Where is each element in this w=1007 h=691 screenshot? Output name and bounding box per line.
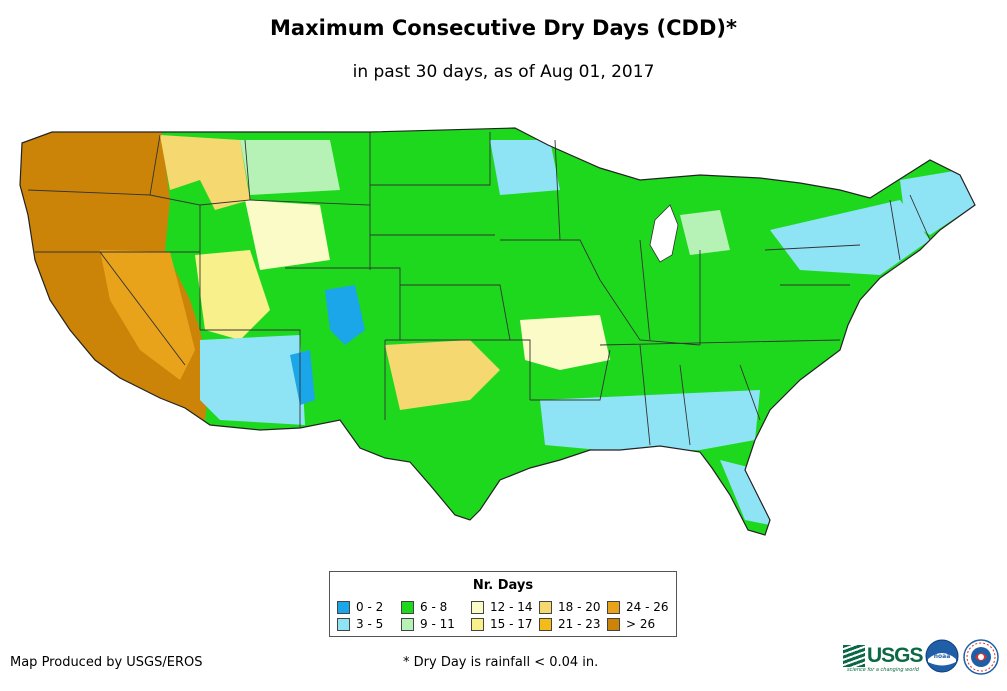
legend-item-3-5: 3 - 5 [337, 617, 401, 631]
cdd-map [19, 127, 976, 536]
legend-item-6-8: 6 - 8 [401, 600, 471, 614]
legend-item-21-23: 21 - 23 [539, 617, 607, 631]
region-arkansas-12-14 [520, 315, 610, 370]
legend-swatch [401, 600, 414, 614]
legend-label: 21 - 23 [558, 617, 601, 631]
legend-swatch [539, 600, 552, 614]
usgs-logo-text: USGS [867, 644, 924, 667]
legend-swatch [337, 617, 350, 631]
legend-item-gt-26: > 26 [607, 617, 677, 631]
noaa-logo-text: noaa [934, 653, 951, 660]
map-subtitle: in past 30 days, as of Aug 01, 2017 [352, 62, 655, 82]
legend-swatch [539, 617, 552, 631]
legend-item-12-14: 12 - 14 [471, 600, 539, 614]
legend-swatch [607, 617, 620, 631]
credit-text: Map Produced by USGS/EROS [10, 655, 203, 670]
legend-box: Nr. Days 0 - 2 6 - 8 12 - 14 18 - 20 24 … [329, 571, 677, 637]
legend-grid: 0 - 2 6 - 8 12 - 14 18 - 20 24 - 26 3 - … [337, 600, 677, 631]
legend-label: 15 - 17 [490, 617, 533, 631]
agency-logos: USGS science for a changing world noaa [843, 637, 1003, 682]
cdd-regions [20, 128, 975, 535]
region-oklahoma-15-23 [385, 340, 500, 410]
legend-swatch [401, 617, 414, 631]
region-colorado-0-2 [325, 285, 365, 345]
legend-swatch [471, 600, 484, 614]
legend-item-24-26: 24 - 26 [607, 600, 677, 614]
region-north-dakota-3-5 [490, 140, 560, 195]
region-michigan-9-11 [680, 210, 730, 255]
us-outline [19, 127, 976, 536]
region-northeast-3-5 [770, 200, 930, 275]
legend-swatch [471, 617, 484, 631]
legend-label: 24 - 26 [626, 600, 669, 614]
region-arizona-3-5 [200, 335, 305, 425]
legend-label: 9 - 11 [420, 617, 455, 631]
region-newmexico-0-2 [290, 350, 315, 405]
legend-swatch [337, 600, 350, 614]
usgs-tagline: science for a changing world [847, 667, 919, 673]
usgs-mark-icon [843, 645, 865, 667]
legend-item-0-2: 0 - 2 [337, 600, 401, 614]
legend-item-9-11: 9 - 11 [401, 617, 471, 631]
dry-day-note: * Dry Day is rainfall < 0.04 in. [403, 655, 599, 670]
legend-label: 18 - 20 [558, 600, 601, 614]
legend-item-15-17: 15 - 17 [471, 617, 539, 631]
region-idaho-18-20 [160, 135, 250, 210]
legend-label: 3 - 5 [356, 617, 384, 631]
region-utah-12-17 [195, 250, 270, 340]
usgs-logo: USGS [843, 643, 924, 669]
lake-michigan [649, 204, 679, 263]
map-title: Maximum Consecutive Dry Days (CDD)* [270, 16, 737, 40]
region-gulf-coast-3-5 [540, 390, 760, 450]
legend-label: > 26 [626, 617, 656, 631]
weather-service-logo-icon [963, 639, 999, 675]
region-wyoming-12-14 [245, 200, 330, 270]
legend-label: 12 - 14 [490, 600, 533, 614]
legend-label: 6 - 8 [420, 600, 448, 614]
region-montana-9-11 [240, 140, 340, 195]
region-new-england-3-5 [900, 170, 975, 235]
legend-label: 0 - 2 [356, 600, 384, 614]
noaa-logo-icon: noaa [925, 639, 959, 673]
legend-swatch [607, 600, 620, 614]
legend-item-18-20: 18 - 20 [539, 600, 607, 614]
legend-title: Nr. Days [472, 578, 534, 593]
state-borders [27, 132, 931, 446]
